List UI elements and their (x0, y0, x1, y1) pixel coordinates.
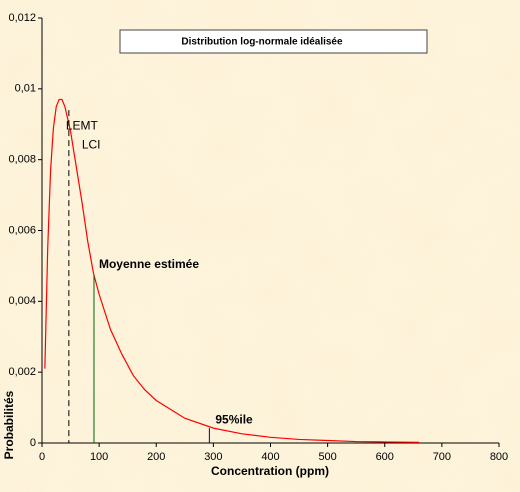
line-series (44, 98, 420, 443)
y-tick-label: 0,01 (15, 83, 36, 95)
y-tick-label: 0,012 (8, 12, 36, 24)
marker-label: LEMT (66, 118, 99, 132)
x-tick-label: 100 (90, 451, 108, 463)
chart-title: Distribution log-normale idéalisée (181, 37, 343, 48)
x-tick-label: 500 (318, 451, 336, 463)
x-tick-label: 0 (39, 451, 45, 463)
y-tick-label: 0 (30, 437, 36, 449)
y-tick-label: 0,002 (8, 366, 36, 378)
x-tick-label: 700 (433, 451, 451, 463)
y-tick-label: 0,006 (8, 224, 36, 236)
x-tick-label: 300 (204, 451, 222, 463)
y-tick-label: 0,004 (8, 295, 36, 307)
y-tick-label: 0,008 (8, 154, 36, 166)
x-tick-label: 200 (147, 451, 165, 463)
x-axis-label: Concentration (ppm) (211, 464, 329, 478)
y-axis-label: Probabilités (2, 390, 16, 459)
marker-label: 95%ile (215, 412, 253, 426)
marker-label: Moyenne estimée (99, 257, 199, 271)
title-box (119, 29, 428, 54)
x-tick-label: 800 (490, 451, 508, 463)
marker-label: LCI (82, 137, 101, 151)
x-tick-label: 400 (261, 451, 279, 463)
x-tick-label: 600 (376, 451, 394, 463)
